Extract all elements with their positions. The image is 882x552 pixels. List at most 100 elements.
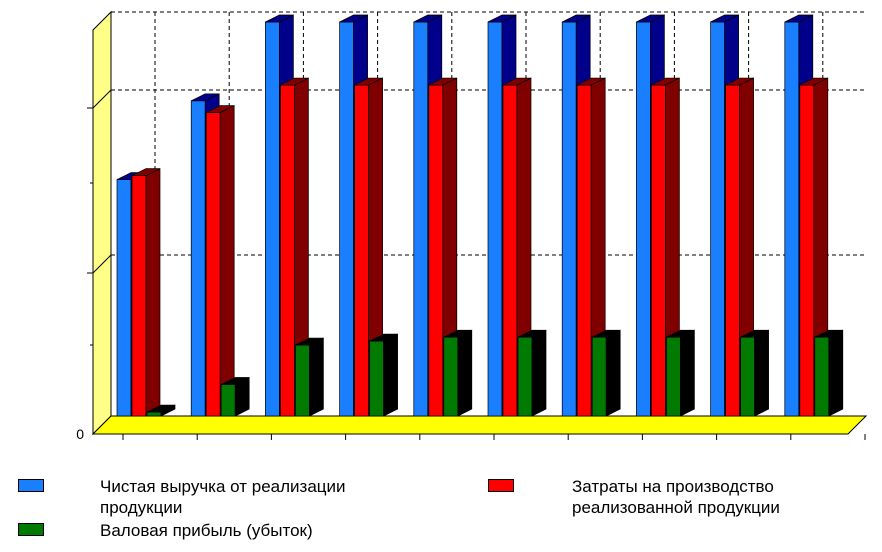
- bar-top: [295, 337, 324, 346]
- legend-label-revenue: Чистая выручка от реализации продукции: [100, 477, 346, 517]
- bar-front: [487, 21, 503, 417]
- bar-side: [754, 329, 769, 417]
- bar-side: [680, 329, 695, 417]
- bar-top: [265, 14, 294, 23]
- bar-front: [443, 336, 459, 417]
- chart-floor: [91, 415, 868, 435]
- bar: [725, 77, 754, 417]
- legend-swatch-costs: [488, 479, 514, 492]
- bar-front: [561, 21, 577, 417]
- bar-front: [725, 84, 740, 417]
- bar-top: [784, 14, 813, 23]
- bar: [295, 337, 324, 417]
- chart-area: 0: [76, 10, 868, 442]
- bar-top: [725, 77, 754, 86]
- bar-front: [116, 179, 132, 417]
- bar-top: [636, 14, 665, 23]
- bar: [576, 77, 606, 417]
- bar-front: [814, 336, 830, 417]
- legend-item-costs: Затраты на производство реализованной пр…: [488, 476, 872, 518]
- legend-item-revenue: Чистая выручка от реализации продукции: [18, 476, 380, 518]
- bar: [517, 329, 547, 417]
- bar: [651, 77, 680, 417]
- bar: [146, 404, 176, 417]
- bar-side: [309, 337, 324, 417]
- bar-front: [146, 411, 162, 417]
- legend-item-gross-profit: Валовая прибыль (убыток): [18, 520, 380, 541]
- bar-top: [413, 14, 442, 23]
- bar-front: [666, 336, 681, 417]
- bar-top: [666, 329, 695, 338]
- bar: [666, 329, 695, 417]
- legend-swatch-gross-profit: [18, 523, 44, 536]
- bar-top: [502, 77, 532, 86]
- bar-side: [531, 329, 547, 417]
- bar-front: [220, 384, 236, 417]
- y-tick-label: 0: [76, 426, 84, 442]
- bar-side: [383, 333, 398, 417]
- bar-top: [814, 329, 843, 338]
- bar-top: [710, 14, 739, 23]
- axes: 0: [76, 30, 866, 442]
- bar-front: [591, 336, 607, 417]
- bar-top: [517, 329, 547, 338]
- bar-front: [413, 21, 429, 417]
- bar: [131, 168, 161, 417]
- bar-front: [280, 84, 295, 417]
- bar-front: [784, 21, 800, 417]
- bar-front: [502, 84, 518, 417]
- bar-front: [190, 100, 206, 417]
- bar-front: [369, 340, 384, 417]
- bar-top: [740, 329, 769, 338]
- bar-top: [221, 377, 250, 385]
- bar-top: [369, 333, 398, 342]
- bar-front: [205, 112, 221, 417]
- bar-front: [651, 84, 666, 417]
- bar-top: [339, 14, 368, 23]
- bar-front: [636, 21, 651, 417]
- bar-side: [605, 329, 621, 417]
- legend-swatch-revenue: [18, 479, 44, 492]
- bar-side: [457, 329, 473, 417]
- bar: [740, 329, 769, 417]
- bar-front: [339, 21, 354, 417]
- bar-side: [828, 329, 844, 417]
- bar: [428, 77, 458, 417]
- bar-top: [354, 77, 383, 86]
- bar: [591, 329, 621, 417]
- bar-top: [487, 14, 517, 23]
- bar-top: [592, 329, 621, 338]
- bar-front: [799, 84, 815, 417]
- bar-side: [219, 105, 235, 417]
- bar-front: [710, 21, 725, 417]
- bar-top: [428, 77, 457, 86]
- bar: [443, 329, 473, 417]
- bar-front: [131, 175, 147, 417]
- bar: [502, 77, 532, 417]
- bar-top: [146, 404, 176, 413]
- bars: [116, 14, 844, 417]
- bar-top: [191, 93, 220, 102]
- bar-top: [443, 329, 472, 338]
- bar-front: [265, 21, 280, 417]
- h-gridline-wall: [92, 89, 112, 109]
- bar-top: [280, 77, 309, 86]
- side-wall: [92, 10, 112, 436]
- bar-top: [131, 168, 161, 177]
- bar-top: [206, 105, 235, 113]
- bar-top: [562, 14, 591, 23]
- bar: [369, 333, 398, 417]
- bar: [814, 329, 844, 417]
- bar-top: [651, 77, 680, 86]
- bar-front: [354, 84, 369, 417]
- bar-front: [740, 336, 755, 417]
- legend-label-costs: Затраты на производство реализованной пр…: [572, 477, 780, 517]
- bar: [205, 105, 235, 417]
- bar-top: [577, 77, 606, 86]
- bar-side: [145, 168, 161, 417]
- bar: [799, 77, 829, 417]
- legend-label-gross-profit: Валовая прибыль (убыток): [100, 521, 313, 540]
- bar-front: [295, 344, 310, 417]
- bar-top: [799, 77, 828, 86]
- bar-front: [428, 84, 444, 417]
